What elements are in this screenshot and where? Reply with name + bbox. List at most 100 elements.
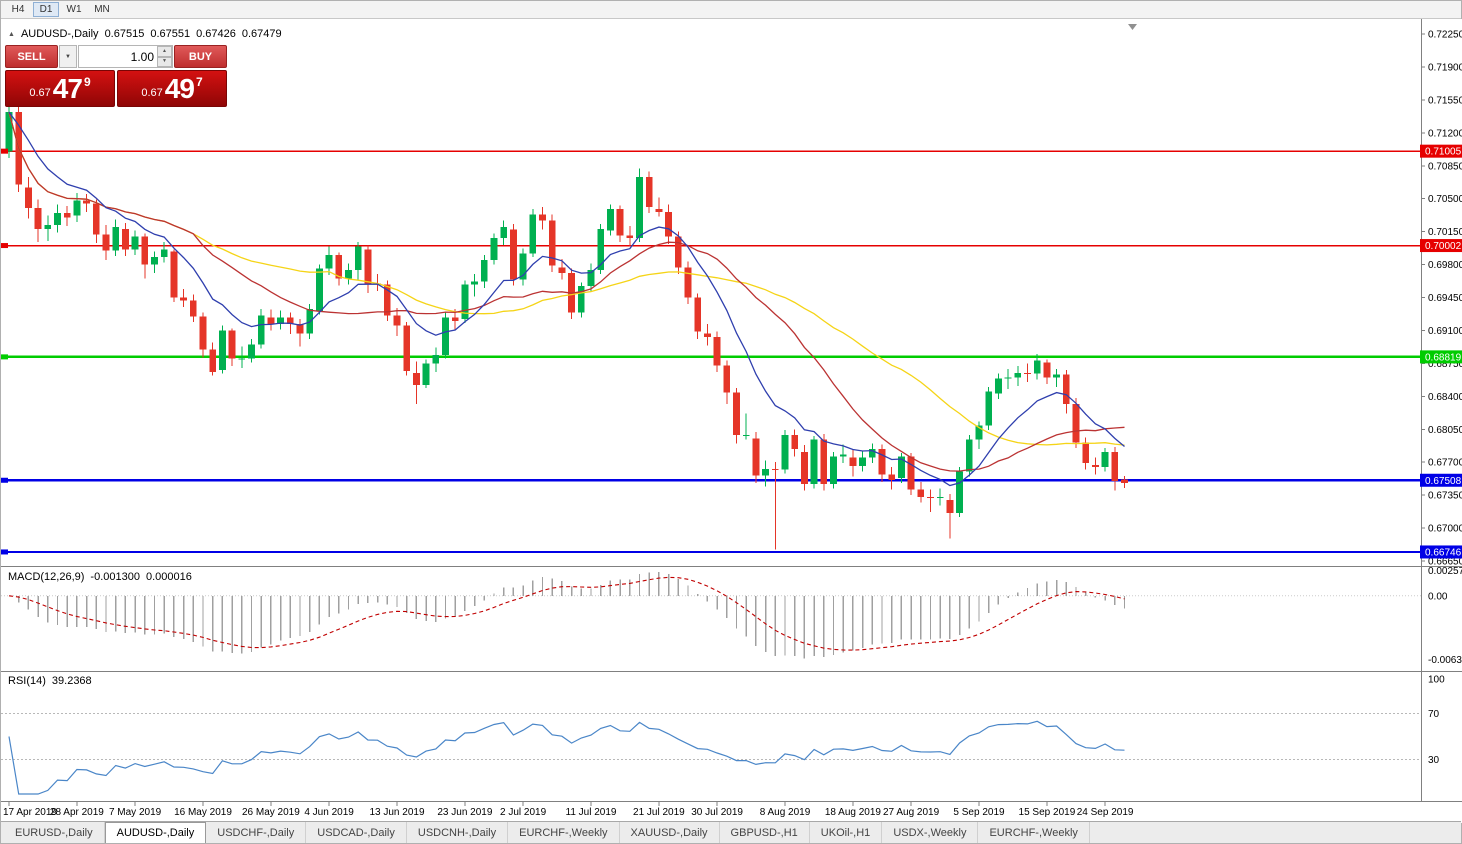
chart-shift-marker-icon[interactable] [1128, 24, 1137, 30]
time-axis-label: 26 May 2019 [242, 807, 300, 818]
candle-body [1101, 451, 1109, 467]
chart-tab-eurchf-weekly[interactable]: EURCHF-,Weekly [978, 822, 1090, 843]
candle-body [830, 456, 837, 484]
sell-button[interactable]: SELL [5, 45, 58, 68]
candle-body [558, 267, 566, 274]
chart-tab-audusd-daily[interactable]: AUDUSD-,Daily [104, 822, 207, 843]
hline-left-marker[interactable] [1, 477, 8, 483]
candle-body [364, 249, 372, 284]
chart-area[interactable]: 17 Apr 2019 28 Apr 2019 7 May 2019 16 May 2… [1, 19, 1462, 823]
candle-body [975, 425, 983, 440]
price-axis-label: 0.67700 [1428, 458, 1462, 469]
timeframe-button-w1[interactable]: W1 [61, 2, 87, 17]
chart-tab-eurchf-weekly[interactable]: EURCHF-,Weekly [508, 822, 620, 843]
time-axis-label: 27 Aug 2019 [883, 807, 940, 818]
candle-body [480, 259, 488, 282]
chart-tab-ukoil-h1[interactable]: UKOil-,H1 [810, 822, 883, 843]
time-axis-label: 5 Sep 2019 [953, 807, 1005, 818]
candle-body [1092, 465, 1099, 467]
macd-axis-min-label: -0.0063260 [1428, 655, 1462, 666]
ma-line-34 [8, 111, 1125, 446]
timeframe-button-h4[interactable]: H4 [5, 2, 31, 17]
lot-increase-button[interactable]: ▲ [157, 46, 172, 57]
hline-price-tag-label: 0.67508 [1425, 476, 1462, 487]
candle-body [122, 228, 129, 250]
sell-price-sup: 9 [83, 75, 91, 89]
time-axis-label: 2 Jul 2019 [500, 807, 547, 818]
candle-body [403, 325, 411, 371]
hlines-layer[interactable] [1, 150, 1421, 554]
macd-name: MACD(12,26,9) [8, 571, 85, 583]
candle-body [257, 315, 265, 345]
candle-body [995, 378, 1002, 394]
candle-body [548, 220, 556, 266]
chart-tab-usdcad-daily[interactable]: USDCAD-,Daily [306, 822, 407, 843]
time-axis-label: 16 May 2019 [174, 807, 232, 818]
candle-body [248, 344, 255, 359]
candle-body [1111, 451, 1119, 482]
candle-body [170, 251, 178, 298]
candle-body [607, 209, 614, 231]
buy-price-display[interactable]: 0.67 49 7 [117, 70, 227, 107]
lot-decrease-button[interactable]: ▼ [157, 56, 172, 67]
price-axis-label: 0.71550 [1428, 95, 1462, 106]
candle-body [577, 286, 585, 313]
chart-tab-eurusd-daily[interactable]: EURUSD-,Daily [4, 822, 105, 843]
buy-button[interactable]: BUY [174, 45, 227, 68]
rsi-axis-label: 30 [1428, 755, 1440, 766]
chart-tab-usdcnh-daily[interactable]: USDCNH-,Daily [407, 822, 509, 843]
candle-body [54, 212, 61, 226]
time-axis-label: 11 Jul 2019 [566, 807, 617, 818]
candle-body [1121, 479, 1128, 483]
chart-tab-gbpusd-h1[interactable]: GBPUSD-,H1 [720, 822, 810, 843]
candle-body [228, 330, 236, 359]
candle-body [1004, 377, 1012, 379]
candle-body [383, 284, 391, 316]
hline-left-marker[interactable] [1, 354, 8, 360]
candle-body [1072, 403, 1080, 443]
candle-body [471, 281, 478, 285]
timeframe-button-d1[interactable]: D1 [33, 2, 59, 17]
price-axis-label: 0.67350 [1428, 491, 1462, 502]
lot-size-field[interactable]: 1.00 ▲ ▼ [78, 45, 173, 68]
ohlc-open: 0.67515 [104, 28, 145, 40]
candle-body [238, 358, 246, 360]
chart-tab-usdx-weekly[interactable]: USDX-,Weekly [882, 822, 979, 843]
candle-body [286, 317, 294, 324]
candle-body [694, 297, 702, 332]
price-axis-label: 0.69800 [1428, 260, 1462, 271]
candle-body [180, 297, 187, 301]
candle-body [839, 454, 847, 457]
candle-body [529, 214, 537, 254]
macd-layer [1, 572, 1421, 659]
chart-title: AUDUSD-,Daily [20, 28, 99, 40]
timeframe-toolbar: H4 D1 W1 MN [1, 1, 1461, 19]
price-axis-label: 0.70150 [1428, 227, 1462, 238]
timeframe-button-mn[interactable]: MN [89, 2, 115, 17]
chart-tab-xauusd-daily[interactable]: XAUUSD-,Daily [620, 822, 720, 843]
chart-tab-usdchf-daily[interactable]: USDCHF-,Daily [206, 822, 307, 843]
candle-body [771, 468, 779, 470]
lot-dropdown-button[interactable]: ▼ [59, 45, 77, 68]
hline-price-tag [1420, 144, 1462, 158]
hline-price-tag-label: 0.68819 [1425, 352, 1462, 363]
candle-body [936, 497, 944, 499]
candle-body [898, 456, 905, 479]
price-axis-label: 0.69450 [1428, 293, 1462, 304]
lot-size-value: 1.00 [130, 49, 154, 64]
time-axis-label: 17 Apr 2019 [3, 807, 57, 818]
candle-body [655, 209, 663, 212]
rsi-indicator-label: RSI(14) 39.2368 [8, 675, 92, 687]
ohlc-low: 0.67426 [196, 28, 236, 40]
candle-body [704, 333, 711, 338]
sell-price-prefix: 0.67 [29, 87, 51, 99]
sell-price-display[interactable]: 0.67 47 9 [5, 70, 115, 107]
price-axis-label: 0.66650 [1428, 557, 1462, 568]
candle-body [490, 238, 498, 260]
candle-body [199, 316, 207, 350]
hline-left-marker[interactable] [1, 243, 8, 249]
candle-body [63, 212, 71, 218]
hline-left-marker[interactable] [1, 549, 8, 555]
hline-left-marker[interactable] [1, 148, 8, 154]
